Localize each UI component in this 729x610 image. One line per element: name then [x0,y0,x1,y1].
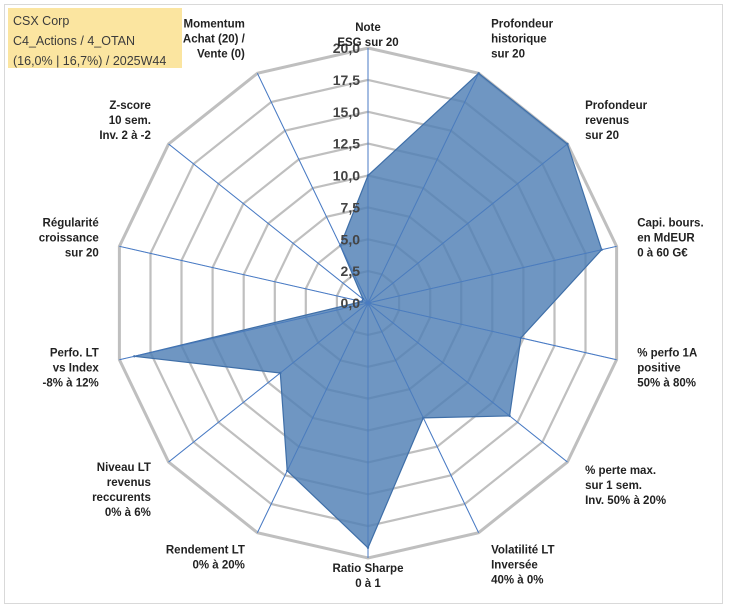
category-label-7-line-0: Ratio Sharpe [333,563,404,575]
category-label-11-line-2: sur 20 [65,247,99,259]
portfolio-path: C4_Actions / 4_OTAN [13,34,136,48]
category-label-10-line-0: Perfo. LT [50,348,99,360]
spoke-overlay-11 [119,245,369,304]
tick-label-8: 20,0 [333,40,360,56]
category-label-6-line-0: Volatilité LT [491,544,554,556]
category-label-9: Niveau LT revenus reccurents 0% à 6% [92,462,151,519]
spoke-overlay-10 [119,302,369,361]
category-label-2-line-0: Profondeur [585,100,647,112]
category-label-1: Profondeur historique sur 20 [491,19,553,61]
company-name: CSX Corp [13,14,70,28]
category-label-10-line-1: vs Index [53,363,100,375]
category-label-12-line-2: Inv. 2 à -2 [99,130,151,142]
spoke-overlay-8 [257,302,369,533]
tick-label-0: 0,0 [341,295,361,311]
category-label-0-line-1: ESG sur 20 [337,37,398,49]
tick-label-7: 17,5 [333,72,360,88]
category-label-3: Capi. bours. en MdEUR 0 à 60 G€ [637,217,703,259]
tick-label-3: 7,5 [341,199,361,215]
category-labels: Note ESG sur 20 Profondeur historique sur 20… [39,19,704,590]
category-label-12-line-1: 10 sem. [109,115,151,127]
category-label-2-line-2: sur 20 [585,130,619,142]
tick-label-2: 5,0 [341,231,361,247]
category-label-9-line-0: Niveau LT [97,462,151,474]
info-box: CSX Corp C4_Actions / 4_OTAN (16,0% | 16… [8,8,182,68]
category-label-13-line-0: Momentum [184,19,245,31]
category-label-12: Z-score 10 sem. Inv. 2 à -2 [99,100,151,142]
category-label-8: Rendement LT 0% à 20% [166,544,245,571]
category-label-7-line-1: 0 à 1 [355,578,381,590]
category-label-13-line-2: Vente (0) [197,49,245,61]
category-label-6: Volatilité LT Inversée 40% à 0% [491,544,554,586]
category-label-5-line-0: % perte max. [585,465,656,477]
category-label-0-line-0: Note [355,22,381,34]
category-label-9-line-3: 0% à 6% [105,507,151,519]
spoke-overlay-4 [367,302,617,361]
radial-tick-labels: 0,0 2,5 5,0 7,5 10,0 12,5 15,0 17,5 20,0 [333,40,360,311]
category-label-9-line-2: reccurents [92,492,151,504]
category-label-7: Ratio Sharpe 0 à 1 [333,563,404,590]
category-label-10-line-2: -8% à 12% [43,378,99,390]
category-label-13: Momentum Achat (20) / Vente (0) [183,19,246,61]
category-label-4-line-1: positive [637,363,680,375]
spoke-overlay-1 [367,73,479,304]
category-label-6-line-1: Inversée [491,559,538,571]
category-label-2: Profondeur revenus sur 20 [585,100,647,142]
category-label-11: Régularité croissance sur 20 [39,217,99,259]
category-label-9-line-1: revenus [107,477,151,489]
category-label-11-line-1: croissance [39,232,99,244]
spoke-overlay-2 [367,143,568,304]
category-label-3-line-2: 0 à 60 G€ [637,247,688,259]
category-label-2-line-1: revenus [585,115,629,127]
category-label-6-line-2: 40% à 0% [491,574,543,586]
tick-label-4: 10,0 [333,168,360,184]
category-label-1-line-0: Profondeur [491,19,553,31]
category-label-3-line-1: en MdEUR [637,232,695,244]
spoke-overlay-3 [367,245,617,304]
spoke-overlay-6 [367,302,479,533]
category-label-4-line-2: 50% à 80% [637,378,696,390]
category-label-0: Note ESG sur 20 [337,22,398,49]
category-label-5-line-2: Inv. 50% à 20% [585,495,666,507]
category-label-10: Perfo. LT vs Index -8% à 12% [43,348,100,390]
tick-label-6: 15,0 [333,104,360,120]
tick-label-1: 2,5 [341,263,361,279]
category-label-13-line-1: Achat (20) / [183,34,246,46]
category-label-12-line-0: Z-score [109,100,151,112]
radar-series [119,48,617,558]
category-label-5-line-1: sur 1 sem. [585,480,642,492]
category-label-4-line-0: % perfo 1A [637,348,697,360]
spoke-overlay-9 [168,302,369,463]
category-label-8-line-1: 0% à 20% [192,559,244,571]
category-label-4: % perfo 1A positive 50% à 80% [637,348,697,390]
category-label-1-line-2: sur 20 [491,49,525,61]
tick-label-5: 12,5 [333,136,360,152]
category-label-1-line-1: historique [491,34,547,46]
category-label-11-line-0: Régularité [43,217,99,229]
category-label-5: % perte max. sur 1 sem. Inv. 50% à 20% [585,465,666,507]
category-label-8-line-0: Rendement LT [166,544,245,556]
spoke-overlay-5 [367,302,568,463]
category-label-3-line-0: Capi. bours. [637,217,703,229]
spoke-overlay-13 [257,73,369,304]
spoke-overlay-12 [168,143,369,304]
performance-week: (16,0% | 16,7%) / 2025W44 [13,54,167,68]
